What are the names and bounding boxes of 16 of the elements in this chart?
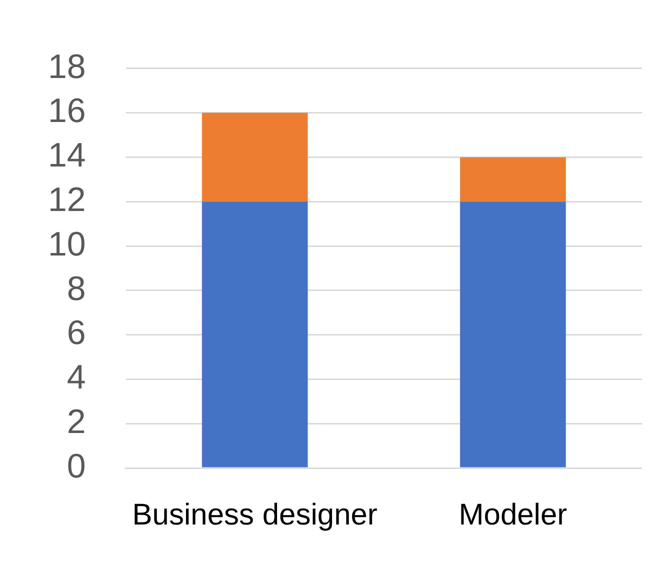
y-tick-label: 10 (48, 225, 86, 264)
y-tick-label: 8 (66, 270, 86, 308)
bar (460, 157, 566, 202)
bar (202, 202, 308, 468)
y-tick-label: 16 (48, 92, 86, 130)
bar (460, 202, 566, 468)
x-tick-label: Business designer (132, 498, 378, 532)
x-tick-label: Modeler (458, 498, 568, 532)
y-tick-label: 2 (66, 402, 86, 441)
y-tick-label: 14 (48, 136, 86, 175)
y-tick-label: 4 (66, 358, 86, 397)
y-tick-label: 18 (48, 48, 86, 86)
bar (202, 112, 308, 202)
y-tick-label: 6 (66, 314, 86, 352)
y-tick-label: 0 (66, 447, 86, 486)
y-tick-label: 12 (48, 180, 86, 219)
